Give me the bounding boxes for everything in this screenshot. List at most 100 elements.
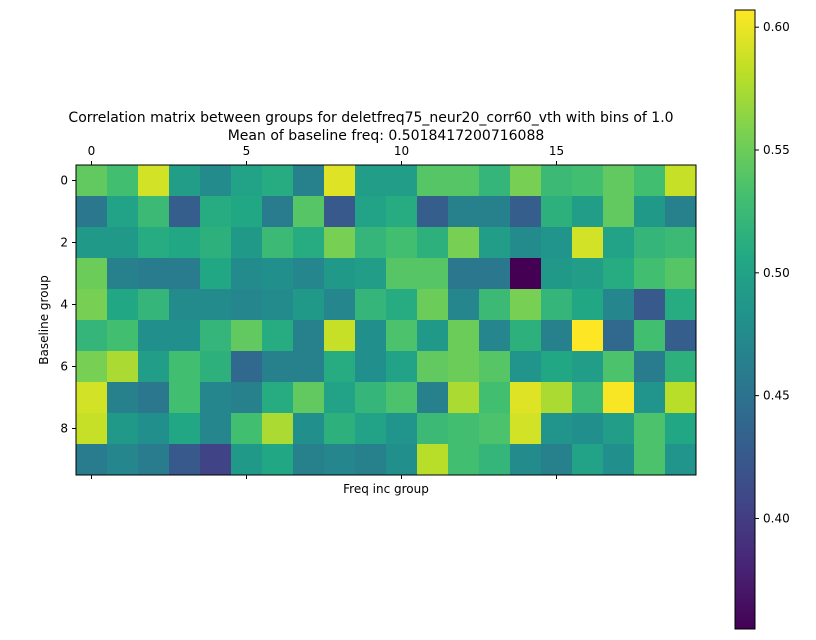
heatmap-cell — [572, 413, 604, 445]
heatmap-cell — [76, 165, 108, 197]
heatmap-cell — [169, 165, 201, 197]
heatmap-cell — [665, 289, 697, 321]
heatmap-cell — [169, 444, 201, 476]
heatmap-cell — [510, 227, 542, 259]
heatmap-cell — [293, 289, 325, 321]
heatmap-cell — [510, 444, 542, 476]
heatmap-cell — [262, 227, 294, 259]
heatmap-cell — [479, 258, 511, 290]
heatmap-cell — [293, 413, 325, 445]
heatmap-cell — [665, 165, 697, 197]
heatmap-cell — [262, 165, 294, 197]
colorbar — [734, 9, 756, 630]
heatmap-cell — [665, 413, 697, 445]
heatmap-cell — [138, 196, 170, 228]
heatmap-cell — [107, 196, 139, 228]
heatmap-cell — [231, 165, 263, 197]
heatmap-cell — [76, 258, 108, 290]
y-tick-label: 2 — [60, 236, 68, 250]
heatmap-cell — [386, 382, 418, 414]
heatmap-cell — [138, 351, 170, 383]
heatmap-cell — [479, 320, 511, 352]
heatmap-cell — [324, 413, 356, 445]
heatmap-cell — [324, 351, 356, 383]
heatmap-cell — [293, 382, 325, 414]
heatmap-cell — [448, 258, 480, 290]
heatmap-cell — [138, 165, 170, 197]
heatmap-cell — [138, 258, 170, 290]
heatmap-cell — [355, 227, 387, 259]
heatmap-cell — [355, 165, 387, 197]
heatmap-cell — [231, 320, 263, 352]
heatmap-cell — [510, 413, 542, 445]
heatmap-cell — [479, 382, 511, 414]
heatmap-cell — [665, 258, 697, 290]
heatmap-cell — [386, 320, 418, 352]
heatmap-cell — [231, 444, 263, 476]
heatmap-cell — [448, 196, 480, 228]
heatmap-cell — [200, 196, 232, 228]
x-tick-label: 15 — [549, 144, 564, 158]
heatmap-cell — [572, 320, 604, 352]
heatmap-cell — [417, 413, 449, 445]
heatmap-cell — [262, 320, 294, 352]
y-tick-label: 6 — [60, 360, 68, 374]
heatmap-cell — [510, 165, 542, 197]
heatmap-cell — [417, 444, 449, 476]
x-tick-label: 0 — [88, 144, 96, 158]
heatmap-cell — [107, 382, 139, 414]
heatmap-cell — [293, 320, 325, 352]
heatmap-cell — [200, 258, 232, 290]
heatmap-cell — [76, 382, 108, 414]
heatmap-cell — [293, 258, 325, 290]
heatmap-cell — [572, 227, 604, 259]
heatmap-cell — [386, 351, 418, 383]
heatmap-cell — [479, 196, 511, 228]
heatmap-cell — [138, 444, 170, 476]
heatmap-cell — [448, 382, 480, 414]
y-axis-ticks: 0 2 4 6 8 — [60, 174, 76, 436]
y-tick-label: 4 — [60, 298, 68, 312]
heatmap-cell — [603, 413, 635, 445]
heatmap-cell — [448, 165, 480, 197]
heatmap-cell — [107, 227, 139, 259]
heatmap-cell — [448, 413, 480, 445]
heatmap-cell — [293, 351, 325, 383]
heatmap-cell — [324, 382, 356, 414]
colorbar-tick-label: 0.55 — [763, 143, 790, 157]
heatmap-cell — [76, 444, 108, 476]
heatmap-cell — [138, 382, 170, 414]
heatmap-cell — [510, 351, 542, 383]
heatmap-cell — [76, 196, 108, 228]
heatmap-cell — [386, 165, 418, 197]
heatmap-cell — [293, 196, 325, 228]
heatmap-cell — [107, 413, 139, 445]
heatmap-cell — [448, 351, 480, 383]
heatmap-cell — [107, 320, 139, 352]
heatmap-cell — [169, 258, 201, 290]
heatmap-cell — [355, 320, 387, 352]
heatmap-cell — [665, 351, 697, 383]
heatmap-cell — [76, 320, 108, 352]
heatmap-cell — [324, 289, 356, 321]
heatmap-cell — [231, 351, 263, 383]
heatmap-cell — [417, 227, 449, 259]
heatmap-cell — [417, 351, 449, 383]
heatmap-cell — [541, 289, 573, 321]
heatmap-cell — [417, 320, 449, 352]
y-axis-label: Baseline group — [37, 275, 51, 365]
heatmap-cell — [76, 289, 108, 321]
heatmap-cells — [76, 165, 697, 476]
heatmap-cell — [541, 351, 573, 383]
heatmap-cell — [634, 227, 666, 259]
heatmap-cell — [634, 165, 666, 197]
heatmap-cell — [417, 165, 449, 197]
heatmap-cell — [634, 258, 666, 290]
heatmap-cell — [510, 382, 542, 414]
heatmap-cell — [510, 258, 542, 290]
heatmap-cell — [572, 351, 604, 383]
heatmap-cell — [603, 351, 635, 383]
heatmap-cell — [386, 258, 418, 290]
y-tick-label: 0 — [60, 174, 68, 188]
